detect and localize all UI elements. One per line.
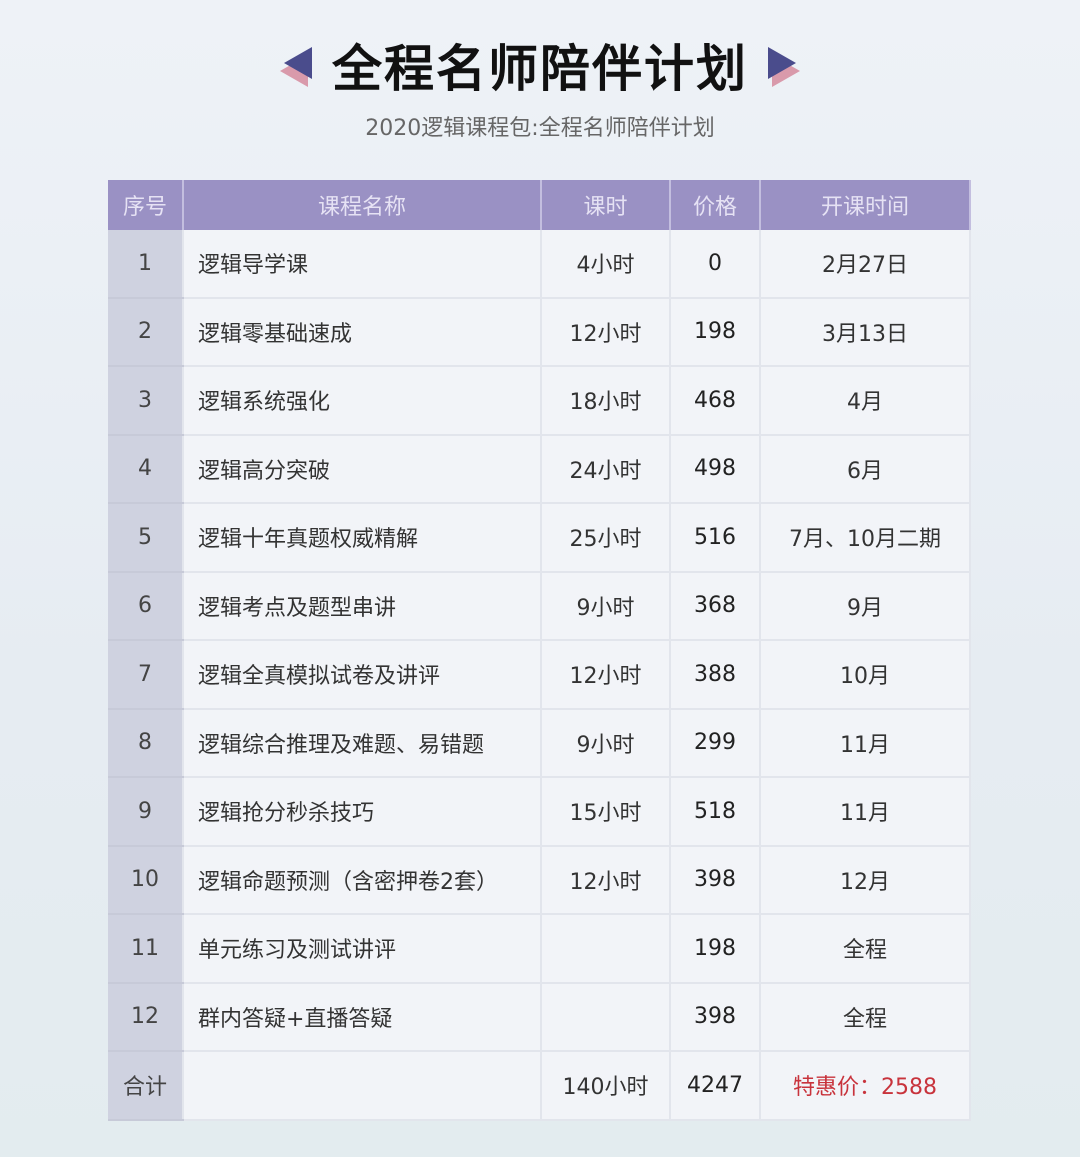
cell-idx: 10: [108, 845, 184, 915]
cell-idx: 11: [108, 914, 184, 984]
total-special: 特惠价：2588: [760, 1051, 971, 1121]
page-subtitle: 2020逻辑课程包:全程名师陪伴计划: [365, 116, 715, 141]
total-hours: 140小时: [541, 1051, 671, 1121]
cell-start: 2月27日: [760, 230, 971, 299]
table-row: 8 逻辑综合推理及难题、易错题 9小时 299 11月: [108, 708, 971, 778]
cell-name: 逻辑全真模拟试卷及讲评: [183, 640, 542, 710]
cell-price: 198: [670, 297, 761, 367]
cell-start: 11月: [760, 708, 971, 778]
page-header: 全程名师陪伴计划: [0, 30, 1080, 100]
cell-hours: 9小时: [541, 708, 671, 778]
cell-name: 逻辑系统强化: [183, 366, 542, 436]
cell-idx: 1: [108, 230, 184, 299]
cell-name: 逻辑考点及题型串讲: [183, 571, 542, 641]
total-row: 合计 140小时 4247 特惠价：2588: [108, 1051, 971, 1121]
right-arrow-icon: [766, 45, 800, 87]
cell-hours: 12小时: [541, 297, 671, 367]
column-header-index: 序号: [108, 180, 184, 230]
table-row: 11 单元练习及测试讲评 198 全程: [108, 914, 971, 984]
cell-start: 3月13日: [760, 297, 971, 367]
cell-name: 逻辑零基础速成: [183, 297, 542, 367]
cell-hours: 24小时: [541, 434, 671, 504]
cell-start: 4月: [760, 366, 971, 436]
table-row: 7 逻辑全真模拟试卷及讲评 12小时 388 10月: [108, 640, 971, 710]
cell-name: 逻辑高分突破: [183, 434, 542, 504]
cell-start: 6月: [760, 434, 971, 504]
cell-price: 398: [670, 845, 761, 915]
column-header-name: 课程名称: [183, 180, 542, 230]
cell-hours: 12小时: [541, 845, 671, 915]
cell-name: 群内答疑+直播答疑: [183, 982, 542, 1052]
cell-idx: 5: [108, 503, 184, 573]
left-arrow-icon: [280, 45, 314, 87]
cell-price: 398: [670, 982, 761, 1052]
cell-idx: 6: [108, 571, 184, 641]
cell-hours: 18小时: [541, 366, 671, 436]
cell-name: 单元练习及测试讲评: [183, 914, 542, 984]
cell-hours: [541, 914, 671, 984]
total-label: 合计: [108, 1051, 184, 1121]
table-row: 2 逻辑零基础速成 12小时 198 3月13日: [108, 297, 971, 367]
cell-start: 全程: [760, 982, 971, 1052]
column-header-price: 价格: [670, 180, 761, 230]
table-row: 6 逻辑考点及题型串讲 9小时 368 9月: [108, 571, 971, 641]
cell-idx: 9: [108, 777, 184, 847]
cell-hours: [541, 982, 671, 1052]
cell-idx: 3: [108, 366, 184, 436]
cell-start: 9月: [760, 571, 971, 641]
cell-price: 518: [670, 777, 761, 847]
cell-price: 468: [670, 366, 761, 436]
table-row: 5 逻辑十年真题权威精解 25小时 516 7月、10月二期: [108, 503, 971, 573]
total-name: [183, 1051, 542, 1121]
cell-name: 逻辑抢分秒杀技巧: [183, 777, 542, 847]
cell-price: 0: [670, 230, 761, 299]
table-header-row: 序号 课程名称 课时 价格 开课时间: [108, 180, 971, 230]
cell-idx: 4: [108, 434, 184, 504]
total-price: 4247: [670, 1051, 761, 1121]
cell-name: 逻辑十年真题权威精解: [183, 503, 542, 573]
table-row: 4 逻辑高分突破 24小时 498 6月: [108, 434, 971, 504]
cell-idx: 8: [108, 708, 184, 778]
column-header-hours: 课时: [541, 180, 671, 230]
cell-hours: 4小时: [541, 230, 671, 299]
cell-start: 11月: [760, 777, 971, 847]
cell-name: 逻辑综合推理及难题、易错题: [183, 708, 542, 778]
cell-hours: 12小时: [541, 640, 671, 710]
cell-price: 498: [670, 434, 761, 504]
table-row: 10 逻辑命题预测（含密押卷2套） 12小时 398 12月: [108, 845, 971, 915]
cell-price: 368: [670, 571, 761, 641]
cell-price: 388: [670, 640, 761, 710]
column-header-start: 开课时间: [760, 180, 971, 230]
cell-start: 全程: [760, 914, 971, 984]
cell-idx: 7: [108, 640, 184, 710]
cell-price: 299: [670, 708, 761, 778]
cell-price: 516: [670, 503, 761, 573]
cell-price: 198: [670, 914, 761, 984]
cell-start: 12月: [760, 845, 971, 915]
cell-hours: 9小时: [541, 571, 671, 641]
cell-idx: 12: [108, 982, 184, 1052]
cell-start: 7月、10月二期: [760, 503, 971, 573]
page-title: 全程名师陪伴计划: [332, 40, 748, 98]
table-row: 12 群内答疑+直播答疑 398 全程: [108, 982, 971, 1052]
cell-hours: 15小时: [541, 777, 671, 847]
table-row: 1 逻辑导学课 4小时 0 2月27日: [108, 230, 971, 299]
cell-idx: 2: [108, 297, 184, 367]
course-table: 序号 课程名称 课时 价格 开课时间 1 逻辑导学课 4小时 0 2月27日 2 逻辑零基础…: [108, 180, 971, 1121]
table-row: 9 逻辑抢分秒杀技巧 15小时 518 11月: [108, 777, 971, 847]
cell-hours: 25小时: [541, 503, 671, 573]
cell-start: 10月: [760, 640, 971, 710]
cell-name: 逻辑命题预测（含密押卷2套）: [183, 845, 542, 915]
cell-name: 逻辑导学课: [183, 230, 542, 299]
table-row: 3 逻辑系统强化 18小时 468 4月: [108, 366, 971, 436]
